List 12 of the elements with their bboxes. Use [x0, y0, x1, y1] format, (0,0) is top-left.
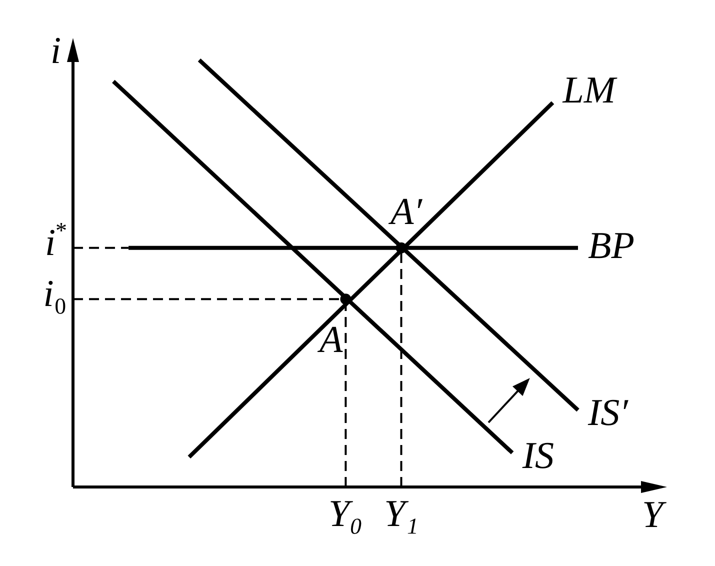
text: i₀: [43, 273, 67, 316]
x-tick-label: Y₀: [328, 492, 363, 535]
x-tick-label: Y₁: [384, 492, 418, 535]
series-label: IS: [521, 434, 554, 477]
series-label: LM: [562, 70, 618, 112]
series-label: BP: [588, 224, 634, 267]
x-axis-title: Y: [642, 494, 667, 536]
legend-label: IS′: [587, 392, 629, 434]
text: i*: [44, 218, 67, 264]
annotation: A: [316, 319, 344, 362]
annotation: A′: [387, 190, 423, 233]
y-axis-title: i: [50, 30, 62, 72]
